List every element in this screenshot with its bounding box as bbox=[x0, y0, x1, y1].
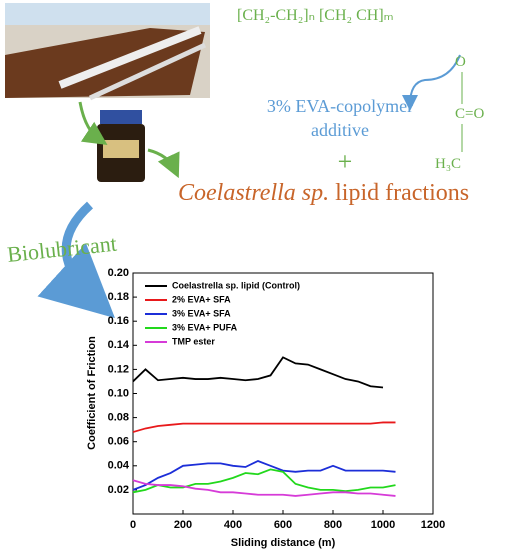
legend-label: 3% EVA+ SFA bbox=[172, 308, 231, 318]
y-tick-label: 0.16 bbox=[108, 315, 129, 327]
x-axis-label: Sliding distance (m) bbox=[231, 537, 336, 549]
series-line bbox=[132, 479, 396, 497]
lipid-italic: Coelastrella sp. bbox=[178, 180, 329, 206]
x-tick-label: 400 bbox=[224, 519, 242, 531]
y-tick-label: 0.10 bbox=[108, 387, 129, 399]
plus: + bbox=[338, 147, 353, 176]
y-tick-label: 0.18 bbox=[108, 291, 129, 303]
arrow bbox=[37, 201, 115, 319]
legend-label: Coelastrella sp. lipid (Control) bbox=[172, 280, 300, 290]
chart: Sliding distance (m) Coefficient of Fric… bbox=[86, 267, 445, 549]
jar-photo bbox=[97, 110, 145, 182]
x-tick-label: 1200 bbox=[421, 519, 445, 531]
legend-label: 3% EVA+ PUFA bbox=[172, 322, 238, 332]
pond-photo bbox=[5, 3, 210, 101]
series-line bbox=[132, 421, 396, 433]
x-tick-label: 600 bbox=[274, 519, 292, 531]
y-tick-label: 0.14 bbox=[108, 339, 130, 351]
series-line bbox=[132, 356, 384, 389]
y-tick-label: 0.08 bbox=[108, 412, 129, 424]
arrow bbox=[402, 54, 461, 111]
y-tick-label: 0.06 bbox=[108, 436, 129, 448]
y-tick-label: 0.04 bbox=[108, 460, 130, 472]
formula: H₃C bbox=[435, 156, 461, 172]
additive: 3% EVA-copolymer bbox=[267, 96, 413, 116]
x-tick-label: 200 bbox=[174, 519, 192, 531]
formula: [CH₂-CH₂]ₙ [CH₂ CH]ₘ bbox=[237, 7, 394, 24]
y-tick-label: 0.12 bbox=[108, 363, 129, 375]
biolubricant: Biolubricant bbox=[6, 231, 118, 267]
y-tick-label: 0.20 bbox=[108, 267, 129, 279]
arrow bbox=[78, 101, 108, 145]
series-line bbox=[132, 468, 396, 494]
y-axis-label: Coefficient of Friction bbox=[86, 336, 98, 450]
x-tick-label: 800 bbox=[324, 519, 342, 531]
formula: C=O bbox=[455, 106, 484, 122]
lipid-label: Coelastrella sp. lipid fractions bbox=[178, 180, 469, 206]
lipid-rest: lipid fractions bbox=[329, 180, 469, 206]
additive: additive bbox=[311, 120, 369, 140]
arrow bbox=[147, 148, 180, 179]
x-tick-label: 0 bbox=[130, 519, 136, 531]
y-tick-label: 0.02 bbox=[108, 484, 129, 496]
legend-label: 2% EVA+ SFA bbox=[172, 294, 231, 304]
series-line bbox=[132, 460, 396, 491]
x-tick-label: 1000 bbox=[371, 519, 395, 531]
formula: O bbox=[455, 54, 466, 70]
legend-label: TMP ester bbox=[172, 336, 215, 346]
